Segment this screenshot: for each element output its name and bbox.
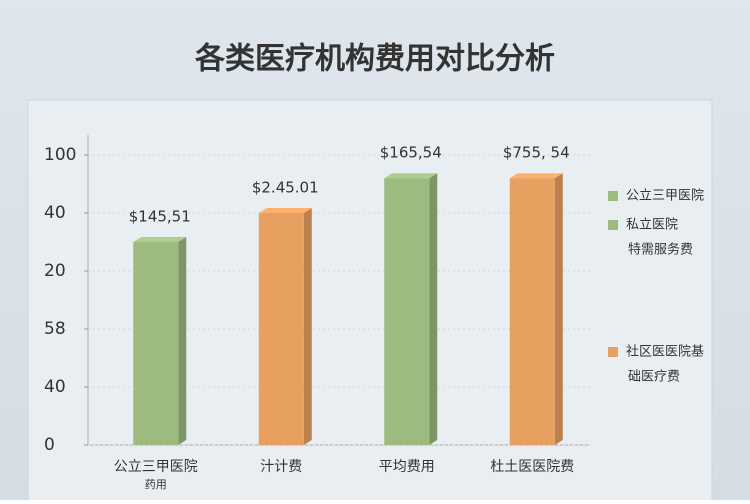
y-tick-label: 100 <box>44 145 76 165</box>
chart-title: 各类医疗机构费用对比分析 <box>194 42 555 77</box>
legend-label: 公立三甲医院 <box>626 189 704 204</box>
legend-swatch <box>608 220 618 230</box>
value-label: $2.45.01 <box>252 179 319 197</box>
x-tick-label: 杜土医医院费 <box>490 459 574 475</box>
x-tick-label: 汁计费 <box>260 459 302 475</box>
bar <box>258 213 304 445</box>
legend-swatch <box>608 347 618 357</box>
legend-swatch <box>608 191 618 201</box>
y-tick-label: 0 <box>44 435 55 455</box>
y-tick-label: 20 <box>44 261 66 281</box>
legend-label: 私立医院 <box>626 218 678 233</box>
x-sublabel: 药用 <box>145 478 167 491</box>
y-tick-label: 40 <box>44 377 66 397</box>
bar <box>133 242 179 445</box>
x-tick-label: 公立三甲医院 <box>114 459 198 475</box>
y-tick-label: 40 <box>44 203 66 223</box>
bar-side <box>429 173 438 445</box>
bar <box>509 178 555 445</box>
value-label: $165,54 <box>380 144 442 162</box>
value-label: $755, 54 <box>503 144 570 162</box>
value-label: $145,51 <box>129 208 191 226</box>
bar-side <box>303 208 312 445</box>
bar <box>384 178 430 445</box>
legend-label: 特需服务费 <box>628 242 693 258</box>
legend-label: 础医疗费 <box>628 370 680 385</box>
bar-top <box>258 208 312 213</box>
bar-top <box>133 237 187 242</box>
bar-side <box>554 173 563 445</box>
legend-label: 社区医医院基 <box>626 344 704 360</box>
bar-top <box>509 173 563 179</box>
x-tick-label: 平均费用 <box>379 459 435 475</box>
y-tick-label: 58 <box>44 319 66 339</box>
bar-top <box>384 173 438 179</box>
bar-side <box>178 237 187 445</box>
panel <box>27 99 713 504</box>
